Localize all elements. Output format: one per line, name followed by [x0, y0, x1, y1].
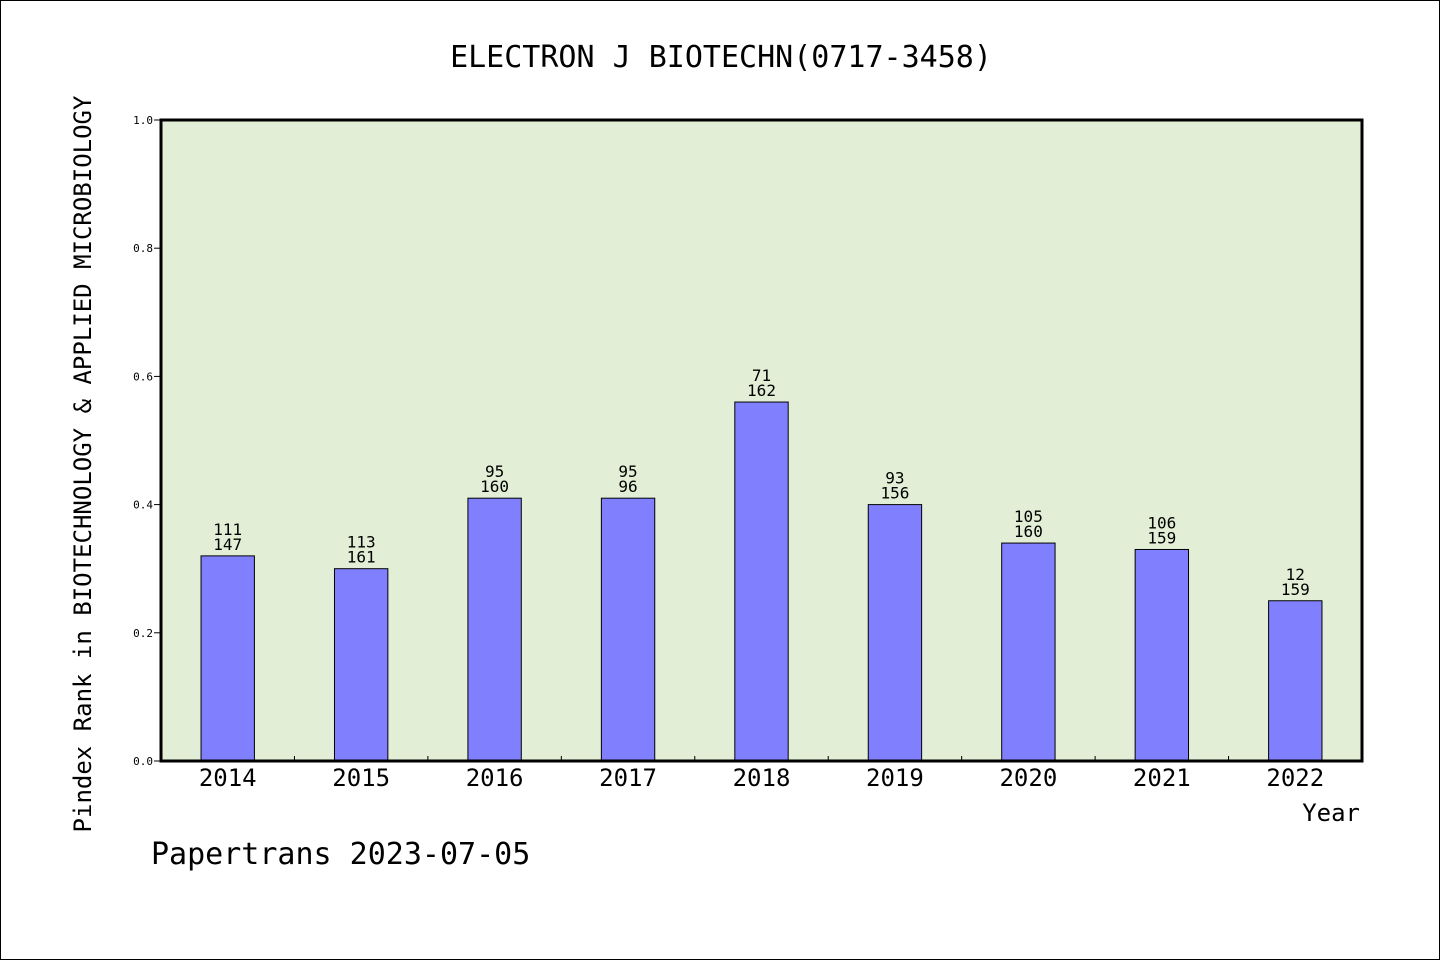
x-axis-label: Year [1302, 799, 1360, 827]
footer-credit: Papertrans 2023-07-05 [151, 837, 530, 872]
x-tick-label-2021: 2021 [1133, 764, 1191, 792]
x-tick-label-2014: 2014 [199, 764, 257, 792]
bar-label-2018-2: 162 [747, 381, 776, 400]
bar-label-2019-2: 156 [880, 484, 909, 503]
x-tick-label-2018: 2018 [733, 764, 791, 792]
bar-label-2015-1: 113 [347, 533, 376, 552]
bar-label-2020-1: 105 [1014, 507, 1043, 526]
bar-label-2014-1: 111 [213, 520, 242, 539]
bar-label-2016-1: 95 [485, 462, 504, 481]
bar-label-2015-2: 161 [347, 548, 376, 567]
chart-title: ELECTRON J BIOTECHN(0717-3458) [450, 40, 992, 75]
bar-2014 [200, 555, 255, 762]
y-tick-label-0.8: 0.8 [133, 242, 153, 255]
x-tick-label-2017: 2017 [599, 764, 657, 792]
x-tick-label-2016: 2016 [466, 764, 524, 792]
bar-label-2022-2: 159 [1281, 580, 1310, 599]
bar-2015 [333, 568, 389, 762]
bar-2020 [1001, 542, 1056, 762]
y-axis-label: Pindex Rank in BIOTECHNOLOGY & APPLIED M… [69, 95, 97, 832]
bar-label-2019-1: 93 [885, 469, 904, 488]
x-tick-label-2015: 2015 [332, 764, 390, 792]
bar-label-2018-1: 71 [752, 366, 771, 385]
bar-label-2020-2: 160 [1014, 522, 1043, 541]
y-tick-label-1.0: 1.0 [133, 114, 153, 127]
bar-label-2021-2: 159 [1147, 528, 1176, 547]
bar-label-2017-2: 96 [618, 477, 637, 496]
x-tick-label-2022: 2022 [1266, 764, 1324, 792]
bar-2017 [600, 497, 656, 762]
x-tick-label-2019: 2019 [866, 764, 924, 792]
bar-label-2021-1: 106 [1147, 513, 1176, 532]
y-tick-label-0.2: 0.2 [133, 627, 153, 640]
bar-2018 [734, 401, 789, 762]
y-tick-label-0.4: 0.4 [133, 499, 153, 512]
bar-label-2014-2: 147 [213, 535, 242, 554]
y-tick-label-0.0: 0.0 [133, 755, 153, 768]
bar-label-2016-2: 160 [480, 477, 509, 496]
bar-2021 [1134, 548, 1190, 762]
bar-2019 [867, 504, 923, 762]
bar-label-2017-1: 95 [618, 462, 637, 481]
x-tick-label-2020: 2020 [999, 764, 1057, 792]
bar-2016 [467, 497, 522, 762]
bar-2022 [1268, 600, 1323, 762]
plot-border [159, 118, 1364, 763]
bar-label-2022-1: 12 [1286, 565, 1305, 584]
y-tick-label-0.6: 0.6 [133, 370, 153, 383]
